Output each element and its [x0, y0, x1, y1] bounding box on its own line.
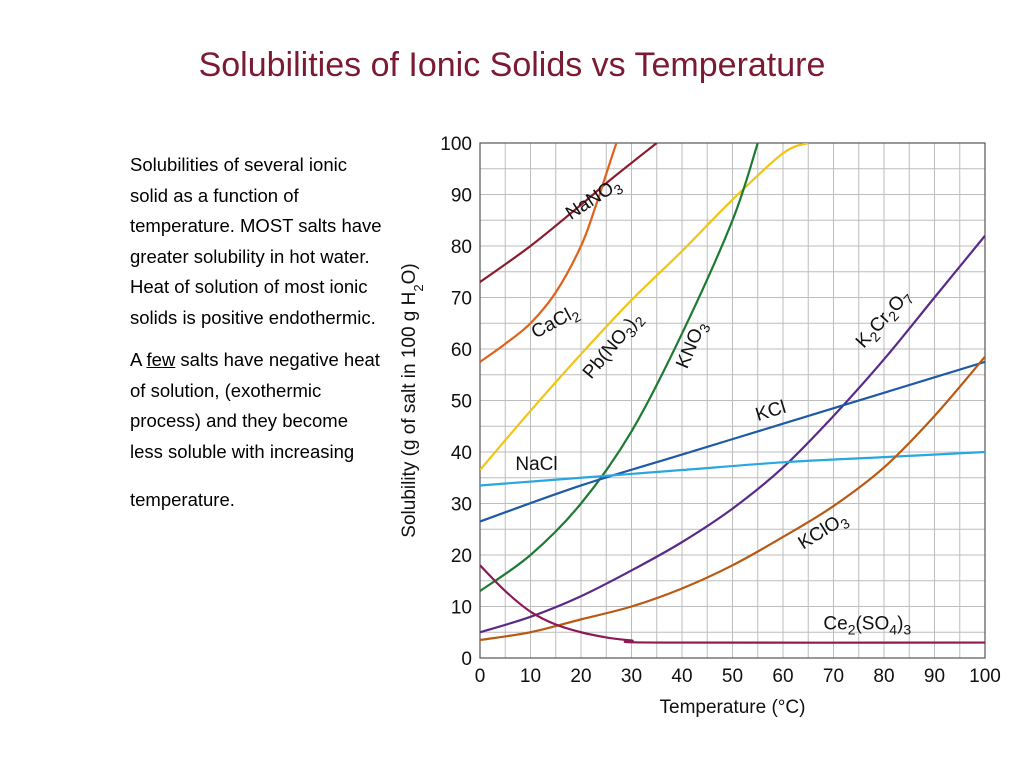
label-text: Ce	[823, 614, 847, 635]
series-line-kcl	[480, 360, 985, 523]
x-tick-label: 90	[924, 666, 945, 687]
y-tick-label: 100	[440, 134, 472, 155]
label-subscript: 4	[889, 622, 897, 638]
x-tick-label: 30	[621, 666, 642, 687]
label-subscript: 3	[903, 622, 911, 638]
y-tick-label: 80	[451, 237, 472, 258]
x-tick-label: 20	[570, 666, 591, 687]
series-line-nano3	[480, 143, 658, 283]
y-tick-label: 40	[451, 443, 472, 464]
y-tick-label: 20	[451, 546, 472, 567]
underlined-few: few	[146, 349, 176, 370]
series-line-k2cr2o7	[480, 235, 985, 634]
slide-title: Solubilities of Ionic Solids vs Temperat…	[198, 46, 826, 84]
label-subscript: 2	[848, 622, 856, 638]
paragraph-suffix: salts have negative heat of solution, (e…	[130, 349, 380, 462]
y-tick-label: 30	[451, 495, 472, 516]
y-tick-label: 0	[461, 649, 472, 670]
series-label-nacl: NaCl	[515, 454, 557, 475]
x-tick-label: 50	[722, 666, 743, 687]
label-text: NaCl	[515, 454, 557, 475]
y-tick-label: 70	[451, 289, 472, 310]
plot-frame	[479, 142, 986, 659]
x-tick-label: 10	[520, 666, 541, 687]
solubility-chart: 0 10 20 30 40 50 60 70 80 90 100 0 10 20 30 40 50 60 70 80 9…	[399, 134, 1001, 718]
x-axis-title: Temperature (°C)	[660, 697, 806, 718]
x-tick-label: 60	[772, 666, 793, 687]
x-tick-label: 70	[823, 666, 844, 687]
series-label-ce2-so4-3: Ce2(SO4)3	[823, 614, 911, 638]
y-tick-label: 10	[451, 598, 472, 619]
series-line-cacl2	[480, 143, 618, 363]
series-line-kclo3	[480, 356, 985, 642]
series-line-pb-no3-2	[480, 143, 809, 471]
text-panel: Solubilities of several ionic solid as a…	[130, 150, 386, 528]
series-line-kno3	[480, 143, 759, 592]
y-tick-label: 50	[451, 392, 472, 413]
y-tick-label: 60	[451, 340, 472, 361]
paragraph-temperature: temperature.	[130, 489, 235, 510]
label-text: )	[897, 614, 903, 635]
ylabel-subscript: 2	[411, 284, 426, 291]
paragraph-prefix: A	[130, 349, 147, 370]
series-line-ce2-so4-3	[480, 564, 985, 644]
y-axis-title: Solubility (g of salt in 100 g H2O)	[399, 263, 426, 537]
x-tick-label: 100	[969, 666, 1001, 687]
paragraph-endothermic: Solubilities of several ionic solid as a…	[130, 154, 382, 328]
x-tick-label: 0	[475, 666, 486, 687]
x-tick-label: 40	[671, 666, 692, 687]
label-text: (SO	[855, 614, 889, 635]
x-tick-label: 80	[873, 666, 894, 687]
paragraph-exothermic: A few salts have negative heat of soluti…	[130, 345, 386, 467]
y-tick-label: 90	[451, 186, 472, 207]
